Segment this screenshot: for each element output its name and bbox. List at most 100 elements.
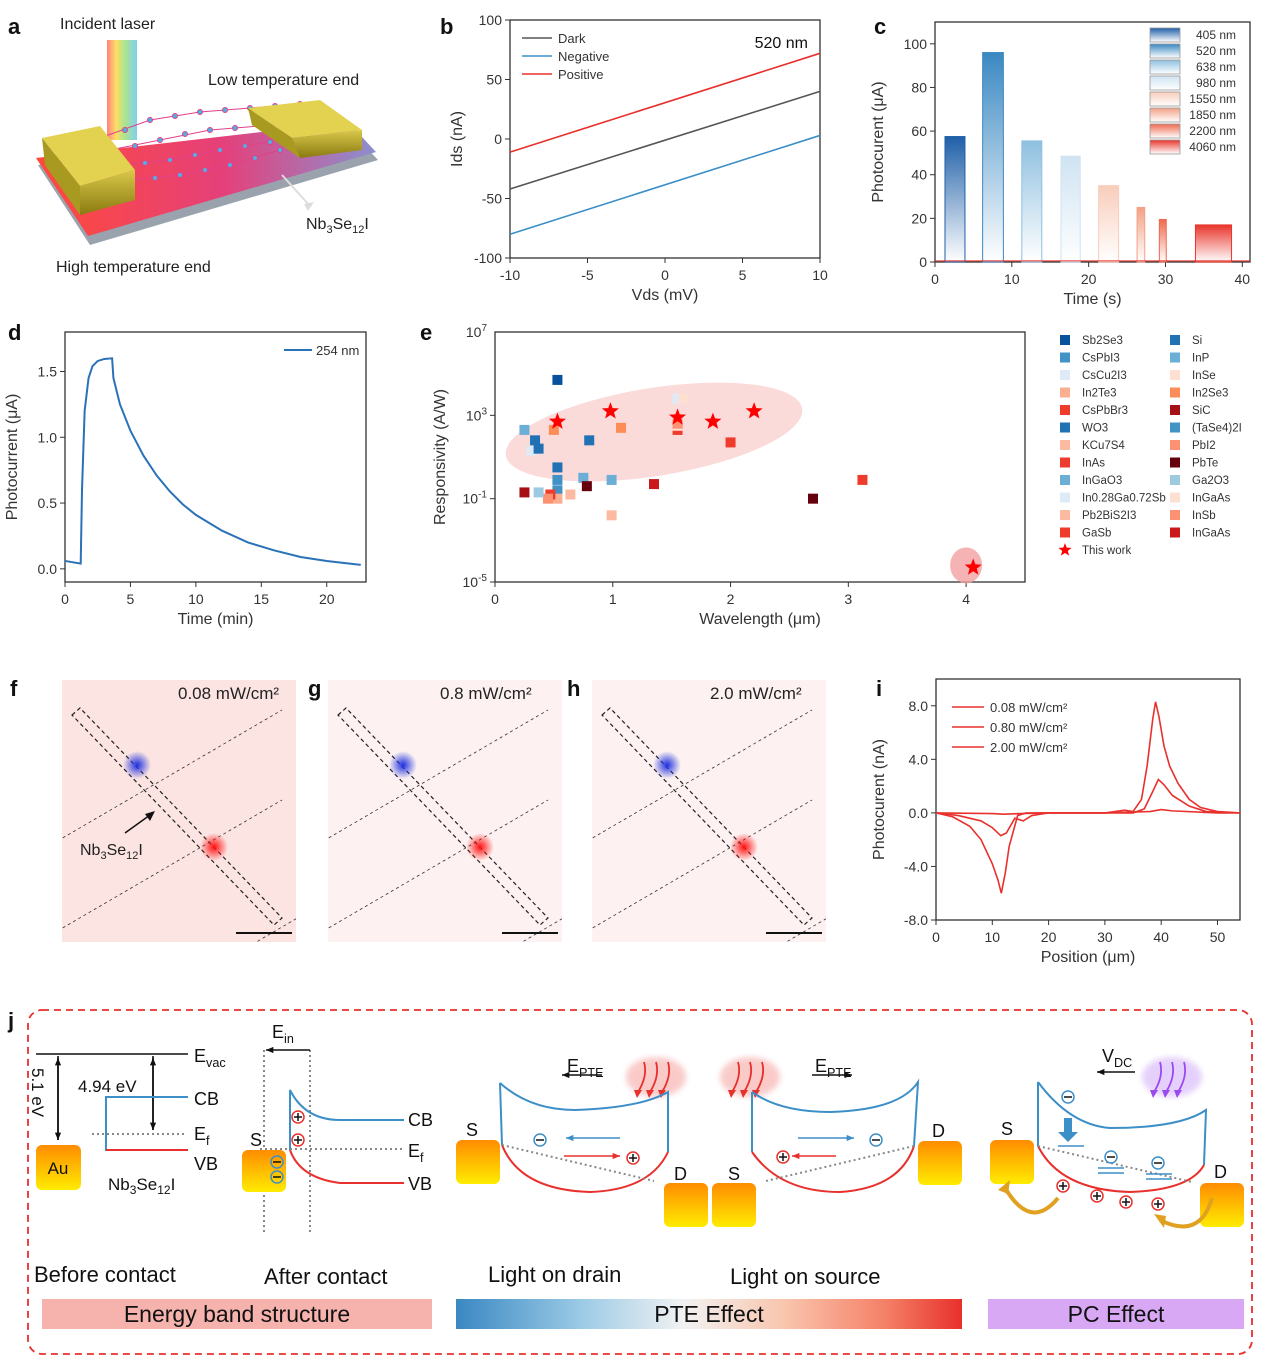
data-point-In2Se3 <box>616 422 627 433</box>
data-point-GaSb <box>725 437 736 448</box>
caption-light-drain: Light on drain <box>488 1262 622 1287</box>
vdc-label: VDC <box>1102 1046 1132 1070</box>
data-point-PbTe <box>808 493 818 504</box>
legend-marker <box>1170 335 1180 345</box>
legend-marker <box>1060 510 1070 520</box>
photocurrent-maps <box>62 680 826 942</box>
recombination-arrow <box>1159 1197 1214 1229</box>
electron-icon <box>1061 1090 1075 1104</box>
arrow-head <box>792 1152 800 1160</box>
arrow-head <box>566 1134 574 1142</box>
arrow-head <box>612 1152 620 1160</box>
legend-label: Si <box>1192 335 1202 347</box>
panel-e-label: e <box>420 320 433 345</box>
legend-swatch <box>1149 27 1181 43</box>
data-point-PbTe <box>581 481 592 492</box>
legend-marker <box>1060 335 1070 345</box>
series-line-positive <box>509 52 821 153</box>
caption-light-source: Light on source <box>730 1264 881 1289</box>
legend-marker <box>1170 440 1180 450</box>
pte-effect-bar: PTE Effect <box>456 1299 962 1329</box>
hole-icon <box>291 1110 305 1124</box>
x-tick-label: 40 <box>1235 271 1251 287</box>
legend-label: Negative <box>558 49 609 64</box>
legend-label: KCu7S4 <box>1082 440 1125 452</box>
source-label: S <box>466 1120 478 1140</box>
legend-swatch <box>1149 123 1181 139</box>
y-tick-label: 103 <box>466 406 488 423</box>
material-arrow <box>124 814 151 834</box>
ef-label: Ef <box>408 1141 424 1165</box>
bar-980-nm <box>1060 155 1081 263</box>
drain-label: D <box>674 1164 687 1184</box>
electrode-edge <box>592 709 813 839</box>
y-tick-label: -100 <box>474 250 502 266</box>
cb-curve <box>751 1078 920 1152</box>
legend-label: Positive <box>558 67 604 82</box>
legend-marker <box>1060 457 1070 468</box>
series-line-dark <box>509 90 821 190</box>
caption-after-contact: After contact <box>264 1264 388 1289</box>
material-label-a: Nb3Se12I <box>306 216 369 237</box>
legend-label: GaSb <box>1082 528 1111 540</box>
panel-d-label: d <box>8 320 22 345</box>
data-point-InGaO3 <box>519 424 530 435</box>
source-electrode <box>456 1140 500 1184</box>
data-point-this-work <box>668 408 687 425</box>
map-f-material: Nb3Se12I <box>80 842 143 863</box>
source-electrode <box>990 1140 1034 1184</box>
data-point-In2Te3 <box>552 493 563 504</box>
au-work-function-label: 5.1 eV <box>28 1068 47 1118</box>
legend-label: In0.28Ga0.72Sb <box>1082 493 1166 505</box>
pc-effect-bar: PC Effect <box>988 1299 1244 1329</box>
source-label: S <box>728 1164 740 1184</box>
nb-work-function-label: 4.94 eV <box>78 1077 137 1096</box>
right-electrode <box>248 100 362 158</box>
hole-icon <box>291 1133 305 1147</box>
arrow-head <box>54 1058 62 1066</box>
arrow-head <box>1097 1068 1105 1076</box>
fermi-line <box>765 1145 915 1182</box>
source-electrode <box>712 1183 756 1227</box>
legend-marker <box>1170 422 1180 433</box>
hole-icon <box>1090 1189 1104 1203</box>
data-point-CsPbI3 <box>552 485 563 496</box>
y-axis-label: Photocurent (nA) <box>871 739 888 860</box>
x-tick-label: 20 <box>1041 929 1057 945</box>
negative-photocurrent-spot <box>123 751 151 779</box>
source-electrode <box>242 1150 286 1192</box>
caption-before-contact: Before contact <box>34 1262 176 1287</box>
panel-i-label: i <box>876 676 883 701</box>
electrode-edge <box>328 709 549 839</box>
panel-c-label: c <box>874 14 887 39</box>
bar-1550-nm <box>1098 185 1120 263</box>
light-on-drain-icon <box>626 1057 686 1098</box>
ein-label: Ein <box>272 1022 294 1046</box>
panel-g-label: g <box>308 676 322 701</box>
y-axis-label: Photocurrent (μA) <box>4 394 21 521</box>
source-label: S <box>250 1130 262 1150</box>
y-tick-label: 60 <box>911 123 927 139</box>
x-tick-label: 40 <box>1153 929 1169 945</box>
legend-label: InAs <box>1082 458 1105 470</box>
x-tick-label: 0 <box>931 271 939 287</box>
epte-drain-label: EPTE <box>567 1056 604 1080</box>
x-tick-label: 0 <box>932 929 940 945</box>
ef-label: Ef <box>194 1124 210 1148</box>
y-tick-label: 1.5 <box>38 363 58 379</box>
x-tick-label: 50 <box>1210 929 1226 945</box>
panel-j-label: j <box>8 1008 15 1033</box>
legend-label: 0.08 mW/cm² <box>990 700 1068 715</box>
positive-photocurrent-spot <box>466 833 494 861</box>
vb-curve <box>751 1145 915 1194</box>
legend-label: This work <box>1082 545 1131 557</box>
legend-label: Dark <box>558 31 586 46</box>
y-tick-label: 10-5 <box>463 573 488 590</box>
cb-curve <box>289 1089 404 1150</box>
chart-e: 0 1 2 3 4 Wavelength (μm) Responsivity (A/W) 10… <box>432 323 1242 628</box>
data-point-In0.28Ga0.72Sb <box>672 393 683 404</box>
series-line <box>935 778 1241 837</box>
legend-label: 254 nm <box>316 343 359 358</box>
y-tick-label: 80 <box>911 79 927 95</box>
plot-frame <box>934 21 1251 263</box>
